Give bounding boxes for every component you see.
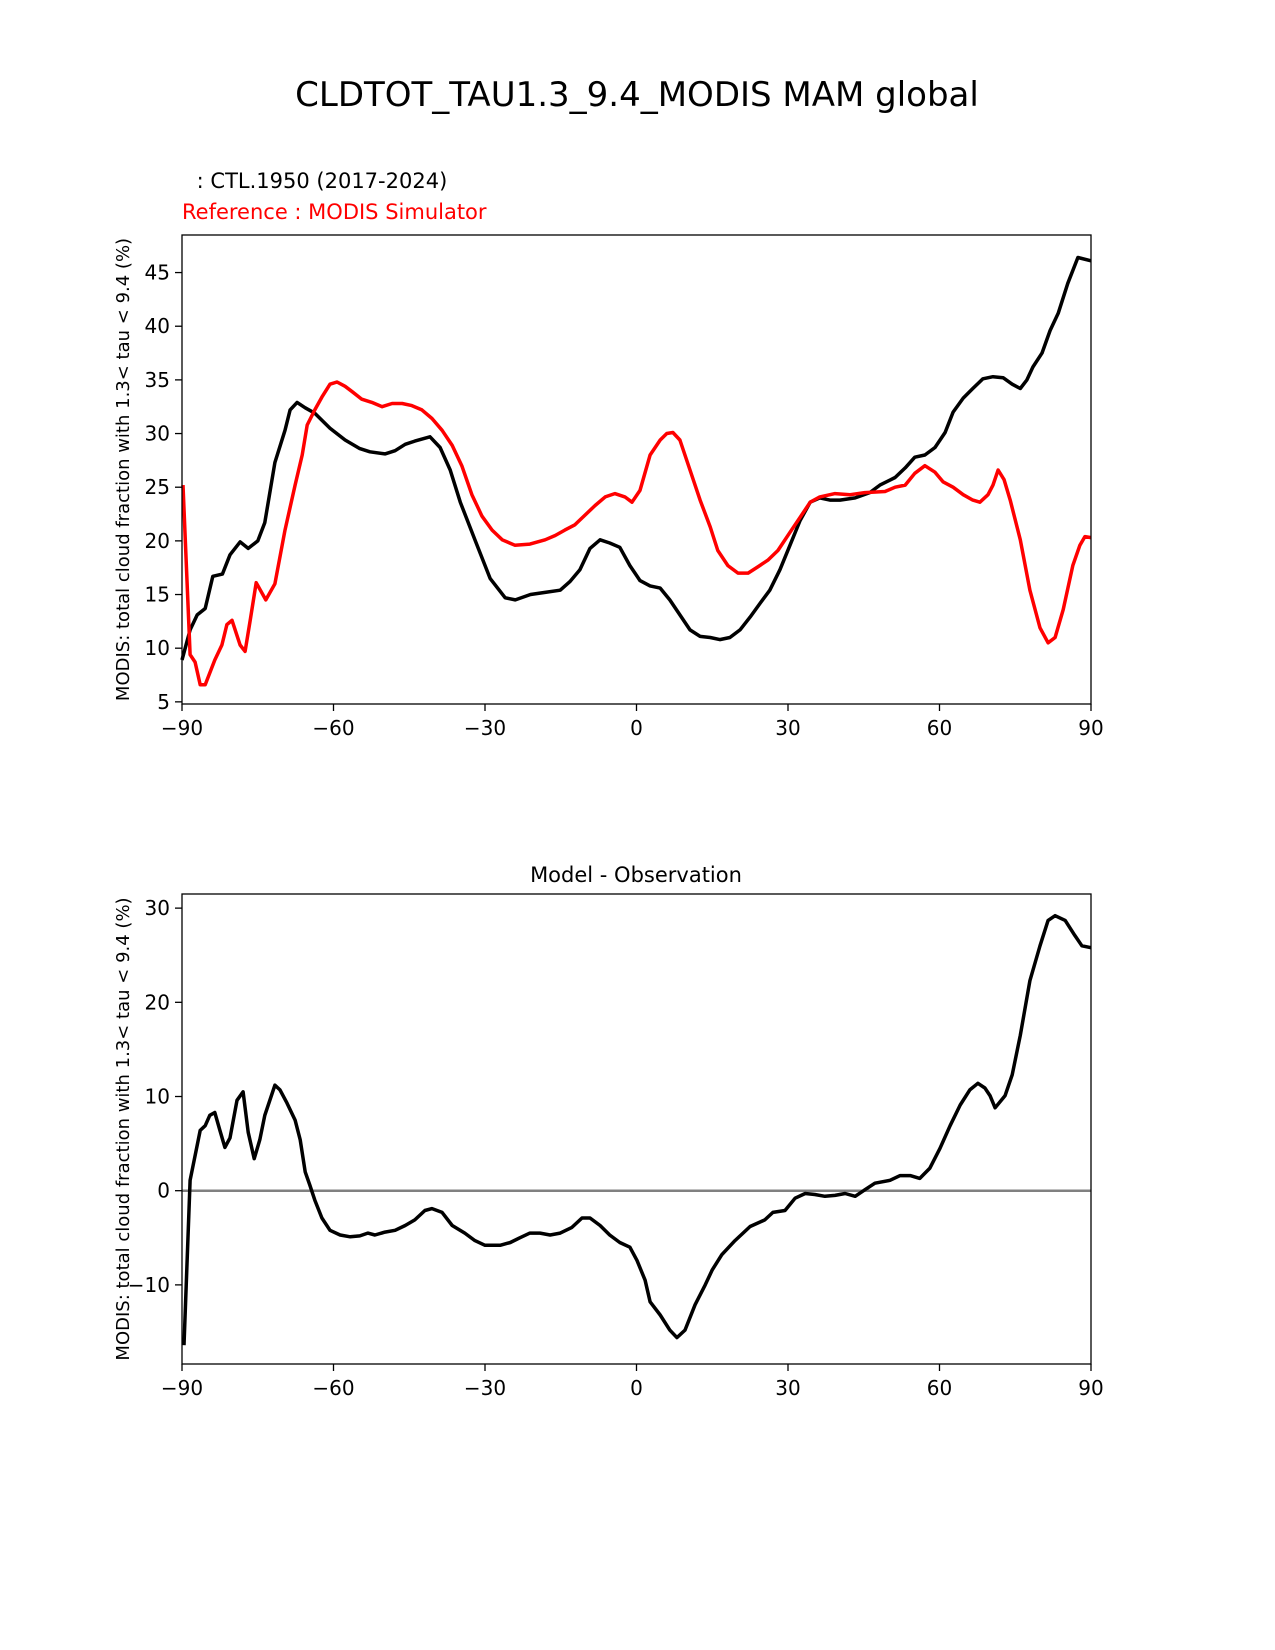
y-tick-label: 15 [145,583,170,607]
y-tick-label: 30 [145,896,170,920]
series-line-reference [181,380,1092,687]
x-tick-label: 0 [630,1376,643,1400]
y-tick-label: 10 [145,1085,170,1109]
x-tick-label: −90 [161,716,203,740]
x-tick-label: −30 [464,1376,506,1400]
x-tick-label: −60 [312,1376,354,1400]
figure-title: CLDTOT_TAU1.3_9.4_MODIS MAM global [295,75,979,115]
axes-frame [181,234,1092,705]
y-tick-label: 30 [145,422,170,446]
y-tick-label: 20 [145,529,170,553]
x-tick-label: 30 [775,716,800,740]
y-tick-label: 40 [145,314,170,338]
x-tick-label: 30 [775,1376,800,1400]
top-panel: −90 −60 −30 0 30 60 90 5 10 15 20 25 30 35 40 45 MODIS: … [113,234,1104,740]
y-tick-label: 0 [157,1179,170,1203]
y-tick-label: 35 [145,368,170,392]
y-tick-label: 25 [145,475,170,499]
x-tick-label: −90 [161,1376,203,1400]
x-tick-label: 90 [1078,1376,1103,1400]
series-line-model [180,255,1092,661]
y-axis-label: MODIS: total cloud fraction with 1.3< ta… [113,238,134,701]
y-tick-label: 10 [145,636,170,660]
y-tick-label: −10 [128,1273,170,1297]
y-tick-label: 20 [145,990,170,1014]
bottom-panel-title: Model - Observation [530,863,742,887]
x-tick-label: −60 [312,716,354,740]
y-axis-label: MODIS: total cloud fraction with 1.3< ta… [113,897,134,1360]
x-tick-label: 60 [927,716,952,740]
axes-frame [181,893,1092,1365]
x-tick-label: 90 [1078,716,1103,740]
y-tick-label: 45 [145,261,170,285]
reference-subtitle: Reference : MODIS Simulator [182,200,487,224]
x-tick-label: 60 [927,1376,952,1400]
x-tick-label: −30 [464,716,506,740]
y-tick-label: 5 [157,690,170,714]
bottom-panel: −90 −60 −30 0 30 60 90 −10 0 10 20 30 MODIS: total c… [113,893,1104,1400]
series-line-model [182,913,1092,1346]
test-subtitle: : CTL.1950 (2017-2024) [190,169,447,193]
x-tick-label: 0 [630,716,643,740]
